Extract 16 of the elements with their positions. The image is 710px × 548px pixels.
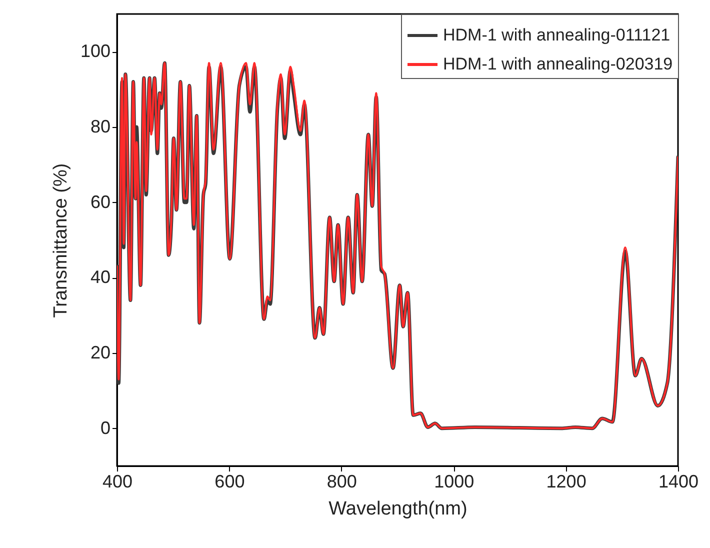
x-tick-label: 1400	[658, 472, 699, 492]
x-tick-label: 600	[214, 472, 245, 492]
x-tick-label: 800	[326, 472, 357, 492]
y-tick-label: 60	[90, 192, 110, 212]
y-tick-label: 0	[100, 418, 110, 438]
y-tick-label: 20	[90, 342, 110, 362]
x-axis-title: Wavelength(nm)	[328, 498, 468, 520]
y-tick-label: 80	[90, 116, 110, 136]
legend-label: HDM-1 with annealing-020319	[443, 54, 673, 74]
y-tick-label: 40	[90, 267, 110, 288]
y-axis-title: Transmittance (%)	[50, 163, 72, 318]
legend-label: HDM-1 with annealing-011121	[443, 26, 670, 44]
x-tick-label: 400	[102, 472, 133, 492]
x-tick-label: 1000	[434, 472, 474, 492]
y-tick-label: 100	[80, 41, 110, 62]
x-tick-label: 1200	[546, 472, 586, 492]
